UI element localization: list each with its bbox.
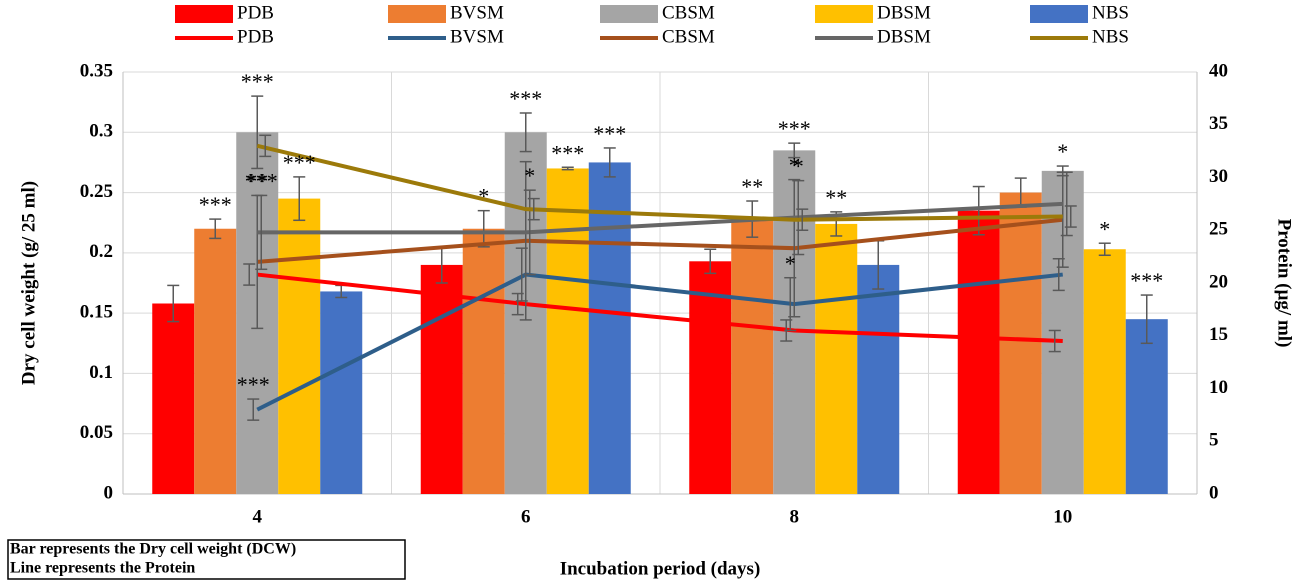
significance-label: *** <box>283 150 316 175</box>
bar <box>194 228 237 494</box>
legend-label: BVSM <box>450 2 504 23</box>
significance-label: * <box>789 153 800 178</box>
legend-label: NBS <box>1092 26 1129 47</box>
bar <box>588 162 631 494</box>
bar <box>546 168 589 494</box>
y2-axis-title: Protein (µg/ ml) <box>1274 219 1295 348</box>
line <box>257 272 1063 344</box>
legend-label: PDB <box>237 26 274 47</box>
y2-tick-label: 5 <box>1209 430 1219 451</box>
y2-tick-label: 25 <box>1209 219 1228 240</box>
significance-label: ** <box>741 174 763 199</box>
x-axis-title: Incubation period (days) <box>560 558 761 579</box>
y-tick-label: 0.2 <box>89 241 113 262</box>
x-tick-label: 8 <box>790 506 800 527</box>
y-tick-label: 0 <box>104 482 114 503</box>
line <box>257 217 1063 264</box>
legend-label: CBSM <box>662 2 715 23</box>
y2-tick-label: 10 <box>1209 377 1228 398</box>
note: Line represents the Protein <box>10 560 195 577</box>
y-tick-label: 0.1 <box>89 362 113 383</box>
y-axis-title: Dry cell weight (g/ 25 ml) <box>18 181 39 385</box>
y2-tick-label: 40 <box>1209 60 1228 81</box>
legend-label: DBSM <box>877 26 931 47</box>
y-tick-label: 0.35 <box>80 60 113 81</box>
bar <box>731 219 774 494</box>
significance-label: * <box>1057 139 1068 164</box>
significance-label: *** <box>551 140 584 165</box>
significance-label: * <box>524 163 535 188</box>
legend-label: DBSM <box>877 2 931 23</box>
legend-swatch <box>1030 5 1088 23</box>
y-tick-label: 0.05 <box>80 422 113 443</box>
line <box>256 272 1063 412</box>
y2-tick-label: 0 <box>1209 482 1219 503</box>
significance-label: * <box>793 154 804 179</box>
y-tick-label: 0.3 <box>89 121 113 142</box>
significance-label: * <box>1099 216 1110 241</box>
x-tick-label: 4 <box>253 506 263 527</box>
y2-tick-label: 20 <box>1209 271 1228 292</box>
x-tick-label: 10 <box>1053 506 1072 527</box>
significance-label: * <box>478 184 489 209</box>
bar <box>320 291 363 494</box>
legend-label: NBS <box>1092 2 1129 23</box>
legend-swatch <box>600 5 658 23</box>
bar <box>957 210 1000 494</box>
significance-label: *** <box>237 372 270 397</box>
bar <box>815 223 858 495</box>
significance-label: ** <box>825 185 847 210</box>
bar <box>278 198 321 494</box>
legend-swatch <box>815 5 873 23</box>
y2-tick-label: 30 <box>1209 166 1228 187</box>
significance-label: *** <box>1130 268 1163 293</box>
bar <box>999 192 1042 495</box>
legend-label: PDB <box>237 2 274 23</box>
bar <box>857 264 900 494</box>
note-box <box>7 539 406 580</box>
y2-tick-label: 15 <box>1209 324 1228 345</box>
y-tick-label: 0.15 <box>80 302 113 323</box>
bar <box>420 264 463 494</box>
y-tick-label: 0.25 <box>80 181 113 202</box>
legend-swatch <box>388 5 446 23</box>
significance-label: ** <box>246 168 268 193</box>
y2-tick-label: 35 <box>1209 113 1228 134</box>
legend-swatch <box>175 5 233 23</box>
line <box>256 143 1063 222</box>
significance-label: *** <box>509 86 542 111</box>
note: Bar represents the Dry cell weight (DCW) <box>10 541 296 558</box>
significance-label: *** <box>245 168 278 193</box>
significance-label: *** <box>778 116 811 141</box>
bar <box>1125 319 1168 494</box>
line <box>257 201 1063 235</box>
significance-label: *** <box>593 121 626 146</box>
bar <box>689 261 732 494</box>
bar <box>152 303 195 494</box>
significance-label: *** <box>241 69 274 94</box>
significance-label: * <box>785 251 796 276</box>
bar <box>1083 249 1126 494</box>
bar <box>462 228 505 494</box>
significance-label: *** <box>199 192 232 217</box>
legend-label: BVSM <box>450 26 504 47</box>
x-tick-label: 6 <box>521 506 531 527</box>
legend-label: CBSM <box>662 26 715 47</box>
